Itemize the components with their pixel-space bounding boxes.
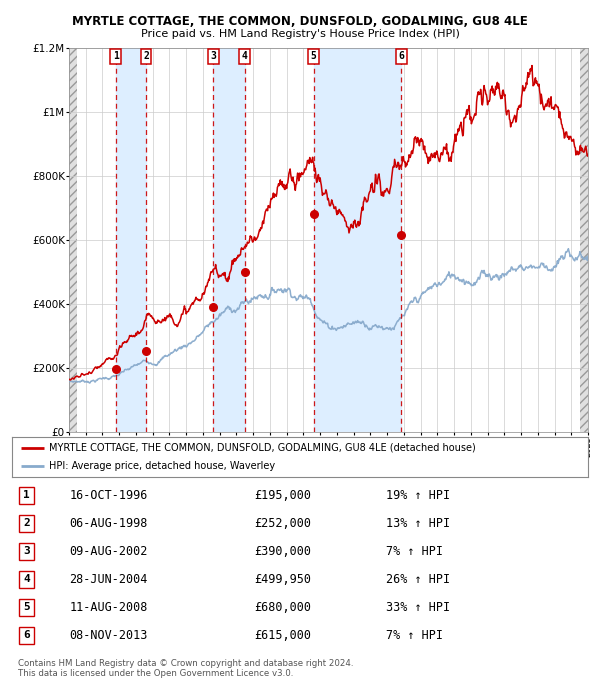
Text: 1: 1: [113, 52, 119, 61]
Bar: [314, 48, 401, 432]
Text: 11-AUG-2008: 11-AUG-2008: [70, 601, 148, 614]
Text: £390,000: £390,000: [254, 545, 311, 558]
Text: 4: 4: [23, 575, 30, 584]
Text: 1: 1: [23, 490, 30, 500]
Bar: [213, 48, 245, 432]
Text: 5: 5: [311, 52, 317, 61]
Text: 06-AUG-1998: 06-AUG-1998: [70, 517, 148, 530]
Text: Price paid vs. HM Land Registry's House Price Index (HPI): Price paid vs. HM Land Registry's House …: [140, 29, 460, 39]
Text: MYRTLE COTTAGE, THE COMMON, DUNSFOLD, GODALMING, GU8 4LE (detached house): MYRTLE COTTAGE, THE COMMON, DUNSFOLD, GO…: [49, 443, 476, 453]
Text: £499,950: £499,950: [254, 573, 311, 586]
Text: MYRTLE COTTAGE, THE COMMON, DUNSFOLD, GODALMING, GU8 4LE: MYRTLE COTTAGE, THE COMMON, DUNSFOLD, GO…: [72, 15, 528, 29]
Text: 4: 4: [242, 52, 248, 61]
Text: 26% ↑ HPI: 26% ↑ HPI: [386, 573, 451, 586]
Text: 7% ↑ HPI: 7% ↑ HPI: [386, 629, 443, 642]
Text: £252,000: £252,000: [254, 517, 311, 530]
Text: 3: 3: [210, 52, 216, 61]
Text: £680,000: £680,000: [254, 601, 311, 614]
Text: 7% ↑ HPI: 7% ↑ HPI: [386, 545, 443, 558]
Text: 28-JUN-2004: 28-JUN-2004: [70, 573, 148, 586]
Text: 33% ↑ HPI: 33% ↑ HPI: [386, 601, 451, 614]
Text: 2: 2: [23, 518, 30, 528]
Text: 08-NOV-2013: 08-NOV-2013: [70, 629, 148, 642]
Text: £615,000: £615,000: [254, 629, 311, 642]
Text: HPI: Average price, detached house, Waverley: HPI: Average price, detached house, Wave…: [49, 461, 275, 471]
Text: 6: 6: [23, 630, 30, 641]
Text: 16-OCT-1996: 16-OCT-1996: [70, 489, 148, 502]
Text: 6: 6: [398, 52, 404, 61]
Text: 5: 5: [23, 602, 30, 613]
Text: 09-AUG-2002: 09-AUG-2002: [70, 545, 148, 558]
Bar: [69, 48, 77, 432]
Text: 3: 3: [23, 547, 30, 556]
Text: 2: 2: [143, 52, 149, 61]
Text: 13% ↑ HPI: 13% ↑ HPI: [386, 517, 451, 530]
Bar: [580, 48, 588, 432]
Text: Contains HM Land Registry data © Crown copyright and database right 2024.: Contains HM Land Registry data © Crown c…: [18, 658, 353, 668]
Text: £195,000: £195,000: [254, 489, 311, 502]
Text: 19% ↑ HPI: 19% ↑ HPI: [386, 489, 451, 502]
Text: This data is licensed under the Open Government Licence v3.0.: This data is licensed under the Open Gov…: [18, 668, 293, 678]
Bar: [116, 48, 146, 432]
